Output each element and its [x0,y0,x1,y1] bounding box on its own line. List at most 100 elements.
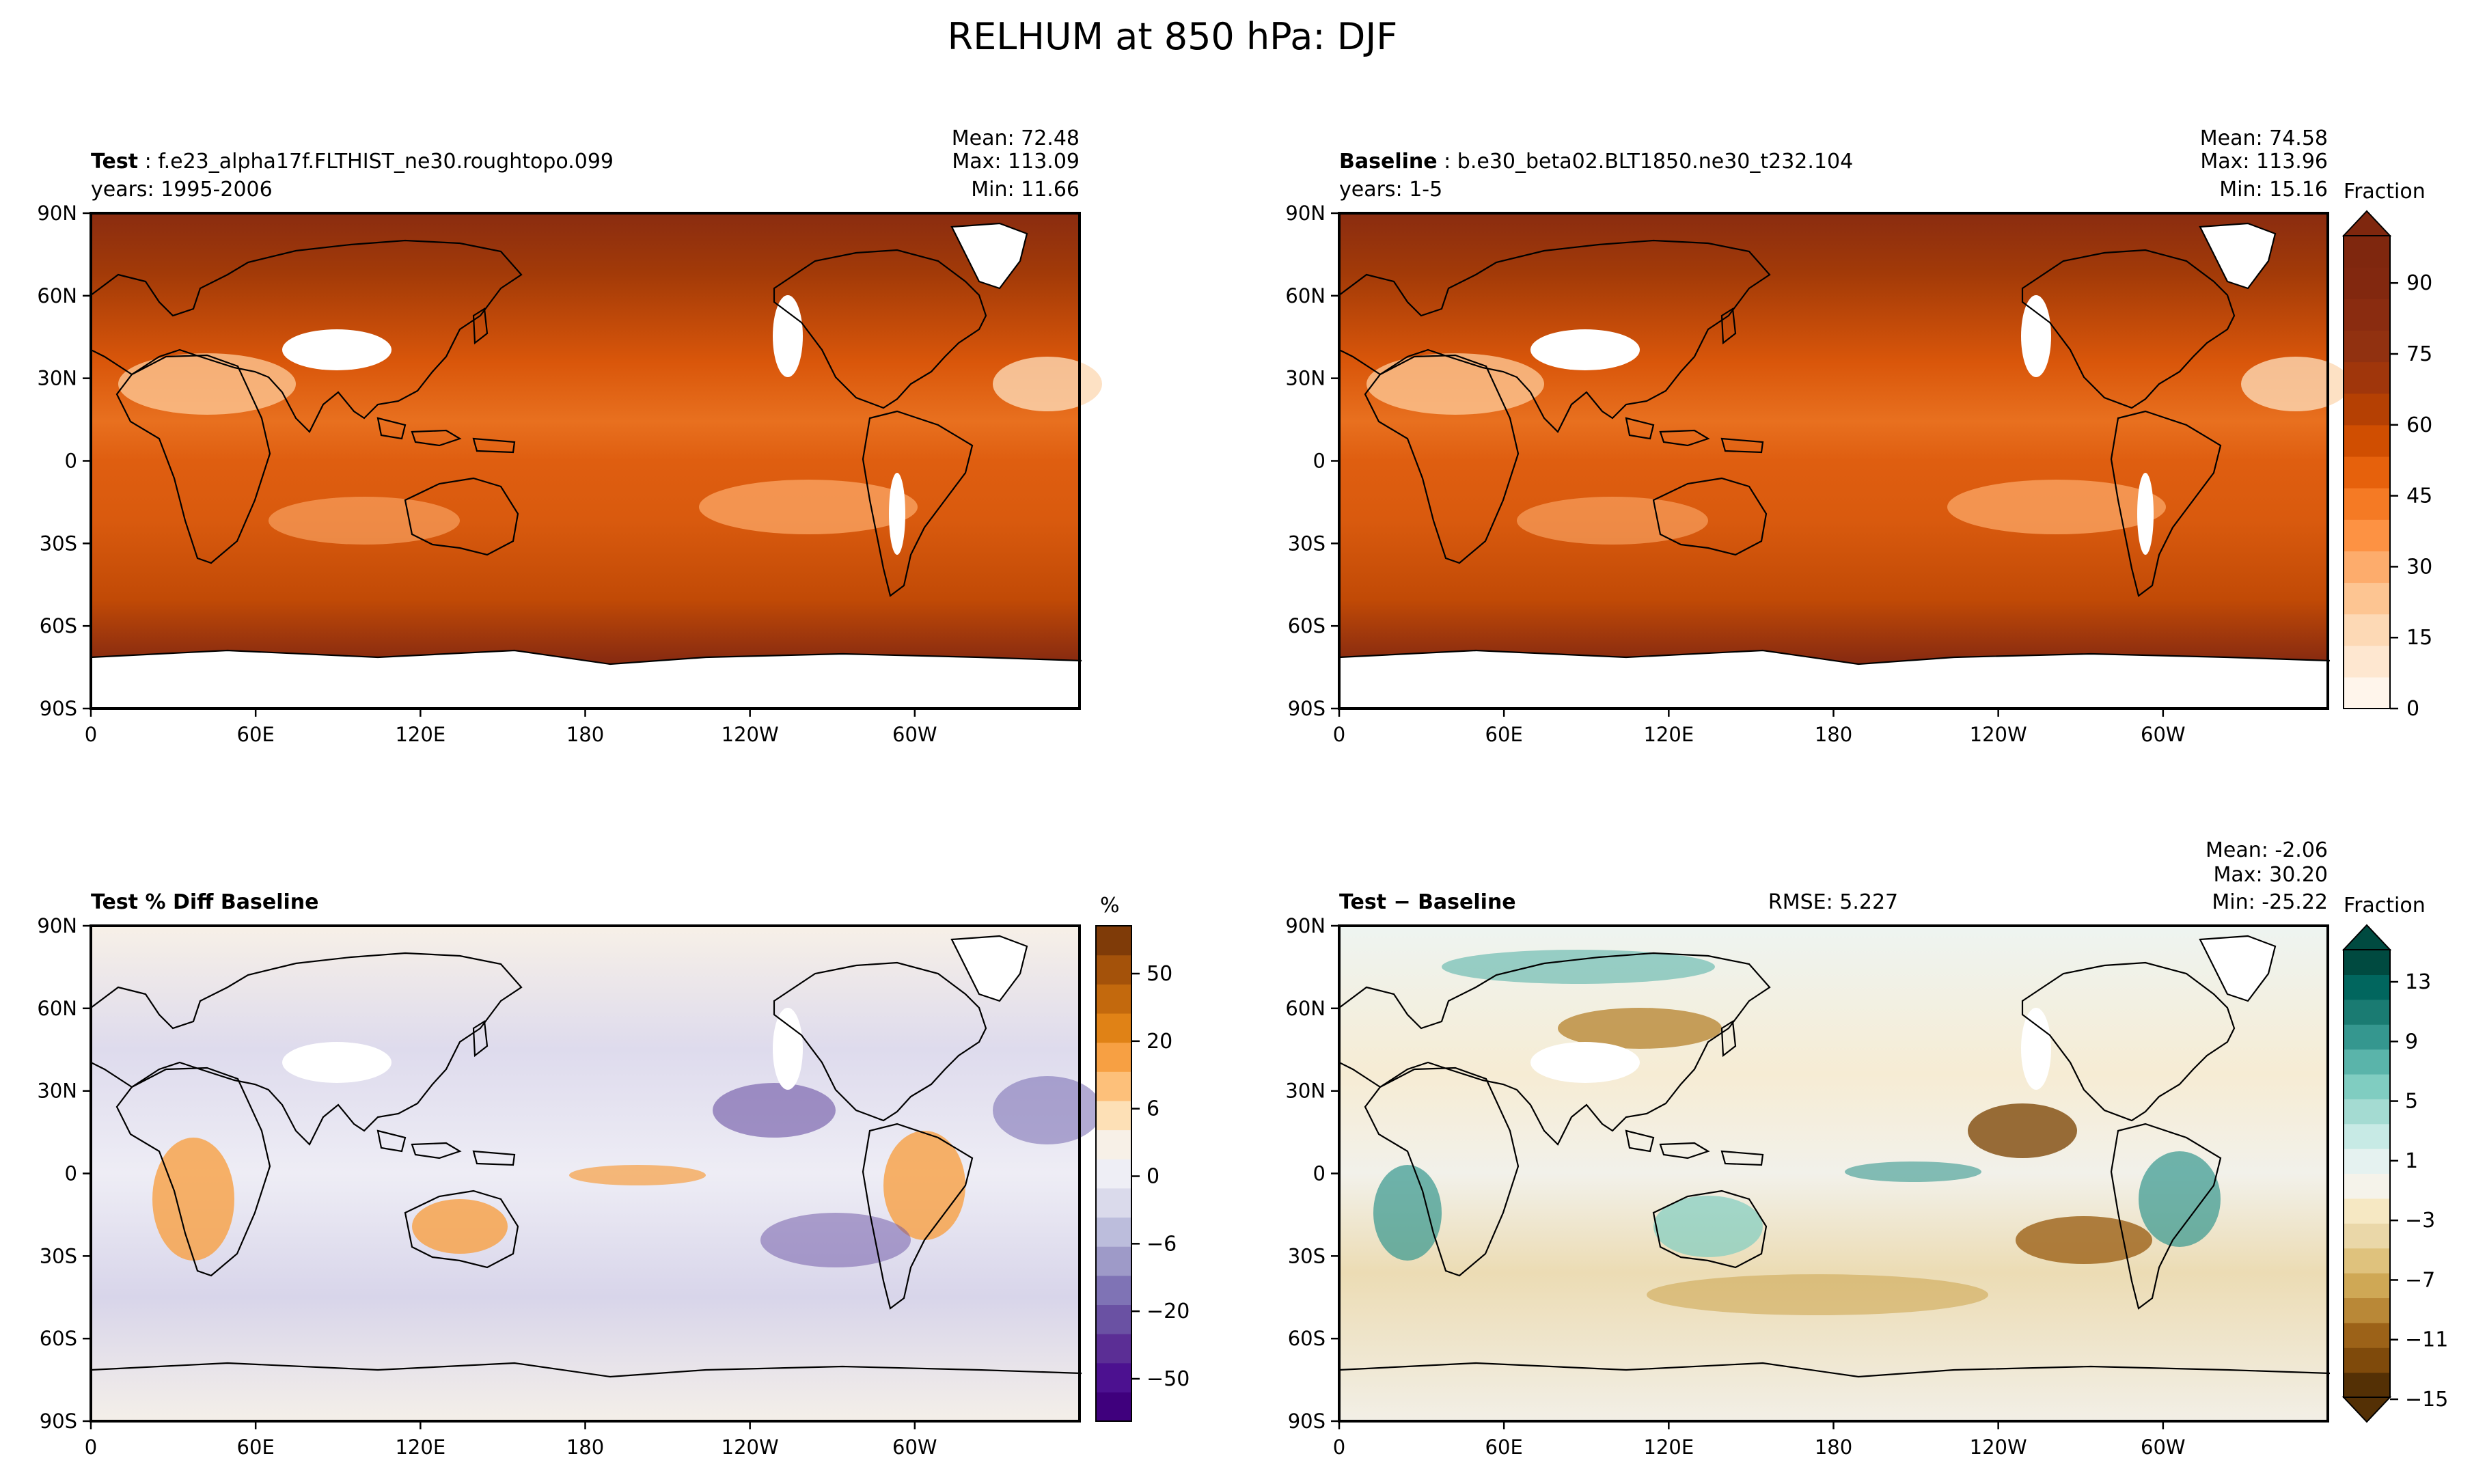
diff-axes: 0 60E 120E 180 120W 60W 90N 60N 30N 0 30S 60S 90S [1285,914,2185,1459]
cb-diff-tick-label-3: 1 [2405,1149,2418,1173]
baseline-ytick-label-2: 30N [1285,367,1326,390]
cb-pct-tick-label-3: 0 [1146,1165,1159,1189]
cb-field-swatch-9 [2344,393,2390,426]
diff-anom-australia [1653,1196,1763,1257]
baseline-ytick-label-3: 0 [1313,450,1326,473]
cb-pct-tick-label-2: 6 [1146,1097,1159,1121]
pctdiff-anom-npac [713,1083,836,1138]
baseline-missing-tibet [1530,329,1640,370]
pctdiff-ytick-label-3: 0 [65,1162,77,1185]
cb-pct-swatch-7 [1096,1187,1131,1218]
pctdiff-anom-natl [993,1076,1102,1144]
pctdiff-ytick-label-1: 60N [37,997,77,1020]
baseline-missing-rockies [2021,295,2051,377]
cb-diff-swatch-6 [2344,1223,2390,1249]
pctdiff-anom-eqpac [569,1165,706,1185]
cb-diff-swatch-12 [2344,1073,2390,1099]
diff-stat-max: Max: 30.20 [2213,863,2328,887]
baseline-stat-max: Max: 113.96 [2200,150,2328,174]
cb-field-swatch-5 [2344,519,2390,551]
colorbar-field: Fraction 0 15 30 45 60 75 90 [2341,180,2432,721]
baseline-stat-mean: Mean: 74.58 [2200,126,2328,150]
test-ytick-label-2: 30N [37,367,77,390]
cb-diff-tick-label-0: 13 [2405,970,2431,994]
pctdiff-xtick-label-1: 60E [237,1435,275,1459]
cb-field-swatch-8 [2344,424,2390,457]
test-years: years: 1995-2006 [91,178,273,202]
cb-pct-tick-label-5: −20 [1146,1300,1190,1323]
diff-anom-siberia [1558,1008,1722,1049]
diff-missing-rockies [2021,1008,2051,1090]
diff-ytick-label-2: 30N [1285,1080,1326,1103]
cb-diff-tick-label-5: −7 [2405,1268,2435,1292]
cb-diff-swatch-2 [2344,1322,2390,1348]
test-xtick-label-0: 0 [85,723,97,746]
cb-field-tick-label-4: 60 [2406,413,2432,437]
baseline-ytick-label-4: 30S [1288,532,1326,555]
test-field-dry-sahara [118,353,296,415]
baseline-title: Baseline : b.e30_beta02.BLT1850.ne30_t23… [1339,150,1853,174]
diff-map [1338,924,2331,1423]
test-title: Test : f.e23_alpha17f.FLTHIST_ne30.rough… [91,150,614,174]
cb-diff-tick-label-2: 5 [2405,1090,2418,1114]
cb-pct-swatch-9 [1096,1129,1131,1159]
cb-diff-swatch-0 [2344,1372,2390,1398]
cb-field-tick-label-2: 30 [2406,555,2432,579]
cb-field-swatch-10 [2344,361,2390,394]
colorbar-diff-label: Fraction [2344,894,2426,918]
cb-field-tick-label-0: 0 [2406,697,2419,721]
baseline-axes: 0 60E 120E 180 120W 60W 90N 60N 30N 0 30S 60S 90S [1285,202,2185,746]
diff-ytick-label-6: 90S [1288,1410,1326,1433]
pctdiff-anom-australia [412,1199,508,1254]
pctdiff-xtick-label-5: 60W [892,1435,937,1459]
diff-anom-soc [1647,1274,1988,1315]
colorbar-field-label: Fraction [2344,180,2426,204]
diff-title: Test − Baseline [1339,890,1516,914]
baseline-xtick-label-3: 180 [1815,723,1852,746]
pctdiff-ytick-label-5: 60S [40,1327,77,1350]
test-ytick-label-0: 90N [37,202,77,225]
baseline-field-dry-sahara [1367,353,1544,415]
cb-field-swatch-4 [2344,551,2390,583]
cb-diff-swatch-10 [2344,1123,2390,1149]
baseline-missing-andes [2137,473,2154,555]
test-ytick-label-3: 0 [65,450,77,473]
test-ytick-label-1: 60N [37,284,77,307]
diff-xtick-label-1: 60E [1485,1435,1523,1459]
pctdiff-anom-africa [152,1138,234,1261]
test-map-field [91,213,1080,709]
diff-ytick-label-3: 0 [1313,1162,1326,1185]
cb-pct-tick-label-1: 20 [1146,1030,1172,1054]
pctdiff-missing-tibet [282,1042,392,1083]
pctdiff-missing-greenland [952,936,1027,1001]
cb-diff-tick-label-4: −3 [2405,1209,2435,1233]
cb-diff-swatch-3 [2344,1297,2390,1323]
cb-pct-swatch-3 [1096,1304,1131,1334]
baseline-xtick-label-1: 60E [1485,723,1523,746]
test-xtick-label-2: 120E [395,723,445,746]
cb-pct-swatch-8 [1096,1159,1131,1189]
test-missing-andes [889,473,905,555]
baseline-xtick-label-4: 120W [1970,723,2027,746]
diff-ytick-label-4: 30S [1288,1244,1326,1267]
cb-field-tick-label-1: 15 [2406,626,2432,650]
baseline-xtick-label-2: 120E [1643,723,1694,746]
test-missing-tibet [282,329,392,370]
diff-anom-eqpac [1845,1162,1981,1182]
cb-diff-swatch-14 [2344,1024,2390,1050]
diff-stat-min: Min: -25.22 [2212,890,2328,914]
cb-field-tick-label-6: 90 [2406,271,2432,295]
cb-diff-extend-top [2341,924,2392,950]
pctdiff-ytick-label-6: 90S [40,1410,77,1433]
cb-diff-frame [2343,949,2391,1398]
cb-field-tick-label-5: 75 [2406,342,2432,366]
test-stat-min: Min: 11.66 [971,178,1080,202]
diff-missing-tibet [1530,1042,1640,1083]
panel-test: Test : f.e23_alpha17f.FLTHIST_ne30.rough… [90,126,1102,710]
cb-diff-swatch-5 [2344,1248,2390,1274]
cb-pct-swatch-5 [1096,1246,1131,1276]
cb-pct-swatch-1 [1096,1362,1131,1392]
test-xtick-label-4: 120W [722,723,779,746]
diff-ytick-label-1: 60N [1285,997,1326,1020]
test-map [90,212,1102,710]
